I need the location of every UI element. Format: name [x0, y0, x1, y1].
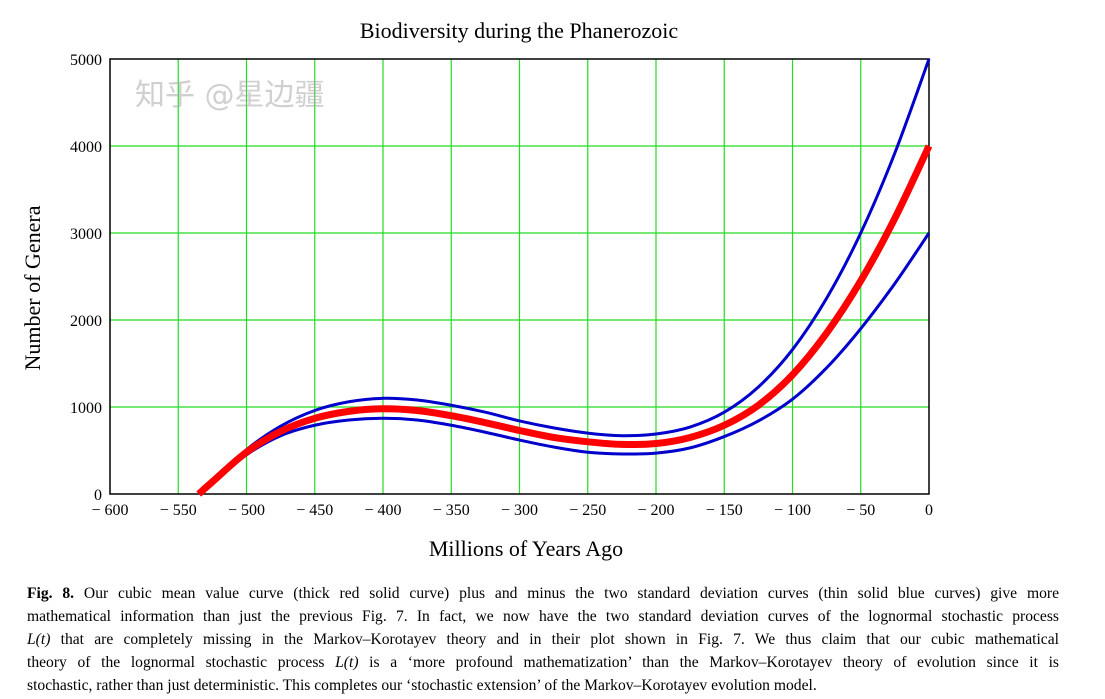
figure-label: Fig. 8. — [27, 585, 75, 602]
x-tick-label: 0 — [925, 502, 933, 519]
x-tick-label: − 150 — [706, 502, 743, 519]
caption-text: theory of the lognormal stochastic proce… — [27, 654, 336, 671]
y-tick-label: 1000 — [70, 400, 102, 417]
x-tick-label: − 450 — [296, 502, 333, 519]
x-tick-label: − 400 — [364, 502, 401, 519]
x-tick-label: − 250 — [569, 502, 606, 519]
chart: Biodiversity during the Phanerozoic − 60… — [20, 18, 933, 561]
caption-line: L(t) that are completely missing in the … — [27, 628, 1059, 651]
chart-title: Biodiversity during the Phanerozoic — [360, 18, 679, 43]
x-tick-label: − 200 — [637, 502, 674, 519]
tick-labels: − 600− 550− 500− 450− 400− 350− 300− 250… — [70, 52, 933, 519]
y-tick-label: 2000 — [70, 313, 102, 330]
caption-variable: L(t) — [27, 631, 51, 648]
x-tick-label: − 300 — [501, 502, 538, 519]
caption-line: stochastic, rather than just determinist… — [27, 677, 817, 694]
caption-text: Our cubic mean value curve (thick red so… — [74, 585, 1059, 602]
caption-line: theory of the lognormal stochastic proce… — [27, 651, 1059, 674]
plot-frame — [109, 58, 930, 495]
std-dev-curve — [197, 232, 931, 496]
x-tick-label: − 50 — [846, 502, 875, 519]
series-group — [196, 58, 933, 497]
caption-variable: L(t) — [335, 654, 359, 671]
x-axis-label: Millions of Years Ago — [429, 536, 623, 561]
caption-text: is a ‘more profound mathematization’ tha… — [358, 654, 1059, 671]
caption-line: mathematical information than just the p… — [27, 608, 1059, 625]
x-tick-label: − 500 — [228, 502, 265, 519]
caption-text: that are completely missing in the Marko… — [50, 631, 1059, 648]
mean-curve — [196, 144, 933, 497]
y-tick-label: 4000 — [70, 139, 102, 156]
figure-caption: Fig. 8. Our cubic mean value curve (thic… — [27, 582, 1059, 697]
y-tick-label: 0 — [94, 487, 102, 504]
watermark: 知乎 @星边疆 — [135, 78, 325, 113]
x-tick-label: − 600 — [91, 502, 128, 519]
y-tick-label: 3000 — [70, 226, 102, 243]
y-axis-label: Number of Genera — [20, 205, 45, 370]
x-tick-label: − 100 — [774, 502, 811, 519]
x-tick-label: − 350 — [433, 502, 470, 519]
std-dev-curve — [197, 58, 931, 496]
caption-line: Fig. 8. Our cubic mean value curve (thic… — [27, 582, 1059, 605]
x-tick-label: − 550 — [160, 502, 197, 519]
y-tick-label: 5000 — [70, 52, 102, 69]
